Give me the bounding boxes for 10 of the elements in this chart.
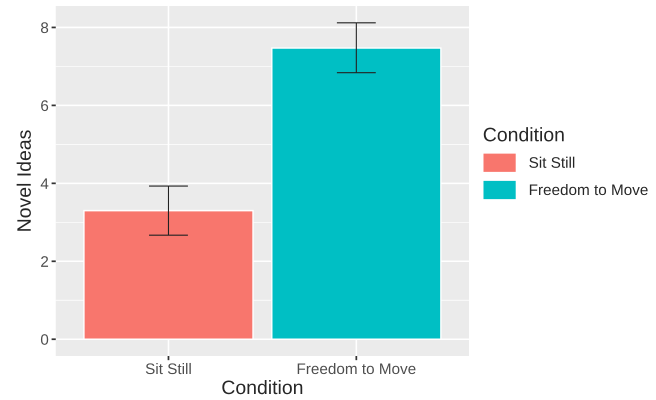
y-tick-label: 6	[41, 100, 48, 112]
y-tick-label: 0	[40, 334, 48, 345]
legend-title: Condition	[484, 127, 564, 142]
y-tick-label: 4	[40, 178, 48, 189]
y-axis-title: Novel Ideas	[16, 130, 31, 231]
legend-label: Sit Still	[529, 156, 574, 168]
legend-label: Freedom to Move	[530, 184, 648, 196]
y-tick-label: 8	[40, 22, 48, 34]
x-axis-title: Condition	[222, 380, 302, 394]
y-tick-label: 2	[41, 256, 48, 267]
